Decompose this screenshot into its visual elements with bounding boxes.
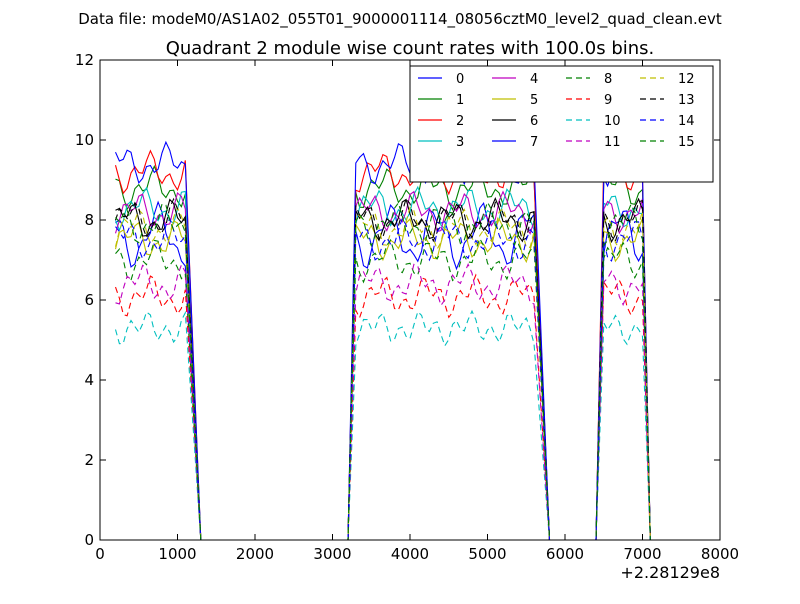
y-tick-label: 8 — [84, 211, 94, 229]
x-tick-label: 4000 — [391, 545, 429, 563]
legend-box — [409, 65, 714, 183]
legend-label-5: 5 — [530, 93, 538, 108]
x-tick-label: 6000 — [546, 545, 584, 563]
series-line-13 — [114, 197, 651, 541]
series-line-11 — [115, 263, 651, 541]
series-line-8 — [115, 237, 651, 541]
axis-ticks: 0 1000 2000 3000 4000 5000 6000 7000 80000246810… — [75, 51, 739, 563]
y-tick-label: 6 — [84, 291, 94, 309]
y-tick-label: 4 — [84, 371, 94, 389]
legend-label-0: 0 — [456, 72, 464, 87]
y-tick-label: 2 — [84, 451, 94, 469]
legend-label-3: 3 — [456, 135, 464, 150]
legend-label-1: 1 — [456, 93, 464, 108]
legend-label-14: 14 — [678, 114, 695, 129]
y-tick-label: 0 — [84, 531, 94, 549]
series-line-14 — [115, 216, 651, 541]
supertitle: Data file: modeM0/AS1A02_055T01_90000011… — [78, 10, 722, 29]
series-line-6 — [115, 196, 651, 541]
x-tick-label: 3000 — [313, 545, 351, 563]
x-tick-label: 0 — [95, 545, 105, 563]
series-line-7 — [114, 140, 651, 541]
legend-label-8: 8 — [604, 72, 612, 87]
series-line-2 — [114, 149, 651, 541]
series-line-3 — [114, 185, 651, 541]
legend-label-2: 2 — [456, 114, 464, 129]
x-tick-label: 7000 — [623, 545, 661, 563]
x-tick-label: 2000 — [236, 545, 274, 563]
series-line-5 — [114, 217, 651, 541]
x-tick-label: 8000 — [701, 545, 739, 563]
legend-label-4: 4 — [530, 72, 538, 87]
x-tick-label: 5000 — [468, 545, 506, 563]
legend-label-6: 6 — [530, 114, 538, 129]
y-tick-label: 12 — [75, 51, 94, 69]
legend-label-11: 11 — [604, 135, 621, 150]
legend-label-9: 9 — [604, 93, 612, 108]
legend-label-7: 7 — [530, 135, 538, 150]
legend-label-10: 10 — [604, 114, 621, 129]
y-tick-label: 10 — [75, 131, 94, 149]
legend-label-13: 13 — [678, 93, 695, 108]
series-line-12 — [114, 206, 651, 541]
chart-title: Quadrant 2 module wise count rates with … — [166, 38, 655, 59]
series-line-0 — [115, 200, 651, 541]
series-line-15 — [115, 200, 651, 541]
legend-label-12: 12 — [678, 72, 695, 87]
legend-label-15: 15 — [678, 135, 695, 150]
x-tick-label: 1000 — [158, 545, 196, 563]
series-layer — [114, 140, 651, 541]
x-offset-label: +2.28129e8 — [620, 563, 720, 582]
